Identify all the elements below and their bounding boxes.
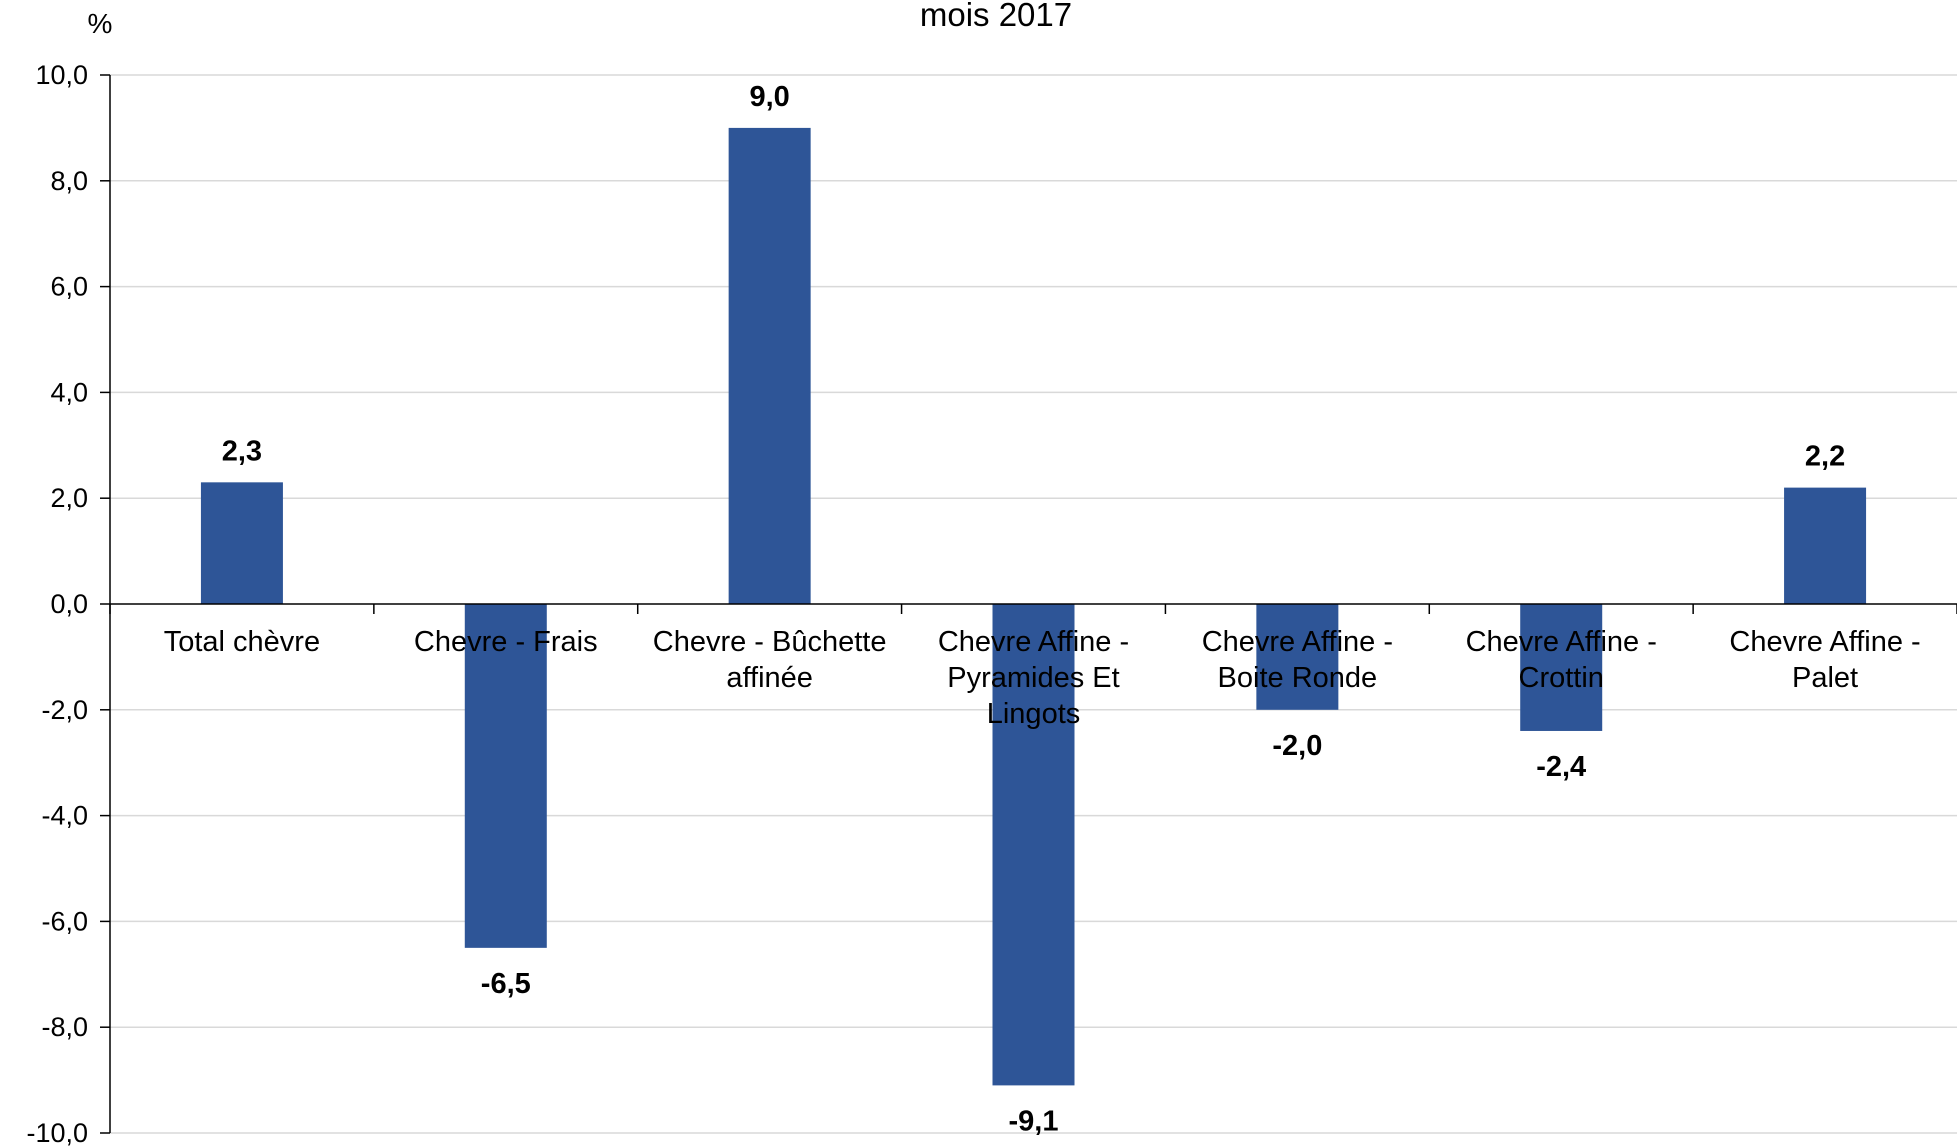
bar <box>728 127 811 605</box>
y-tick-label: 8,0 <box>50 166 88 196</box>
category-label-line: Total chèvre <box>164 626 320 658</box>
data-label: -2,4 <box>1536 751 1586 783</box>
axes <box>100 74 1957 1134</box>
category-label: Chevre Affine - Palet <box>1729 626 1920 694</box>
category-label: Chevre Affine - Crottin <box>1466 626 1657 694</box>
bar <box>992 604 1075 1086</box>
y-tick-label: -2,0 <box>41 695 88 725</box>
category-label-line: Boite Ronde <box>1218 662 1378 694</box>
category-label-line: Chevre Affine - <box>1202 626 1393 658</box>
chart-title: mois 2017 <box>920 0 1072 33</box>
bar <box>200 482 283 604</box>
data-label: 2,3 <box>222 435 262 467</box>
labels: 10,0 8,0 6,0 4,0 2,0 0,0 -2,0 -4,0 -6,0 -8,0 -10,0… <box>26 60 1920 1148</box>
category-label-line: Pyramides Et <box>947 662 1119 694</box>
category-label: Chevre Affine - Pyramides Et Lingots <box>938 626 1129 730</box>
y-axis-unit: % <box>88 8 113 39</box>
bar <box>1256 604 1339 710</box>
y-tick-label: -4,0 <box>41 801 88 831</box>
y-tick-label: 0,0 <box>50 589 88 619</box>
category-label-line: Chevre - Bûchette <box>653 626 887 658</box>
bars <box>200 127 1867 1086</box>
category-label-line: Chevre Affine - <box>1466 626 1657 658</box>
y-tick-label: 4,0 <box>50 377 88 407</box>
category-label-line: Chevre - Frais <box>414 626 598 658</box>
bar <box>464 604 547 948</box>
data-label: -6,5 <box>481 968 531 1000</box>
bar <box>1520 604 1603 731</box>
category-label: Chevre Affine - Boite Ronde <box>1202 626 1393 694</box>
category-label-line: Chevre Affine - <box>1729 626 1920 658</box>
data-label: -9,1 <box>1009 1105 1059 1137</box>
category-label: Chevre - Frais <box>414 626 598 658</box>
category-label-line: Crottin <box>1519 662 1604 694</box>
data-label: 2,2 <box>1805 441 1845 473</box>
category-label: Chevre - Bûchette affinée <box>653 626 887 694</box>
bar <box>1784 487 1867 604</box>
y-tick-label: -6,0 <box>41 906 88 936</box>
y-tick-label: 2,0 <box>50 483 88 513</box>
category-label-line: Palet <box>1792 662 1858 694</box>
category-label-line: Chevre Affine - <box>938 626 1129 658</box>
category-label-line: Lingots <box>987 698 1081 730</box>
data-label: 9,0 <box>749 81 789 113</box>
data-label: -2,0 <box>1272 730 1322 762</box>
y-tick-label: -10,0 <box>26 1118 88 1148</box>
y-tick-label: -8,0 <box>41 1012 88 1042</box>
category-label-line: affinée <box>726 662 813 694</box>
category-label: Total chèvre <box>164 626 320 658</box>
y-tick-label: 6,0 <box>50 272 88 302</box>
y-tick-label: 10,0 <box>35 60 88 90</box>
